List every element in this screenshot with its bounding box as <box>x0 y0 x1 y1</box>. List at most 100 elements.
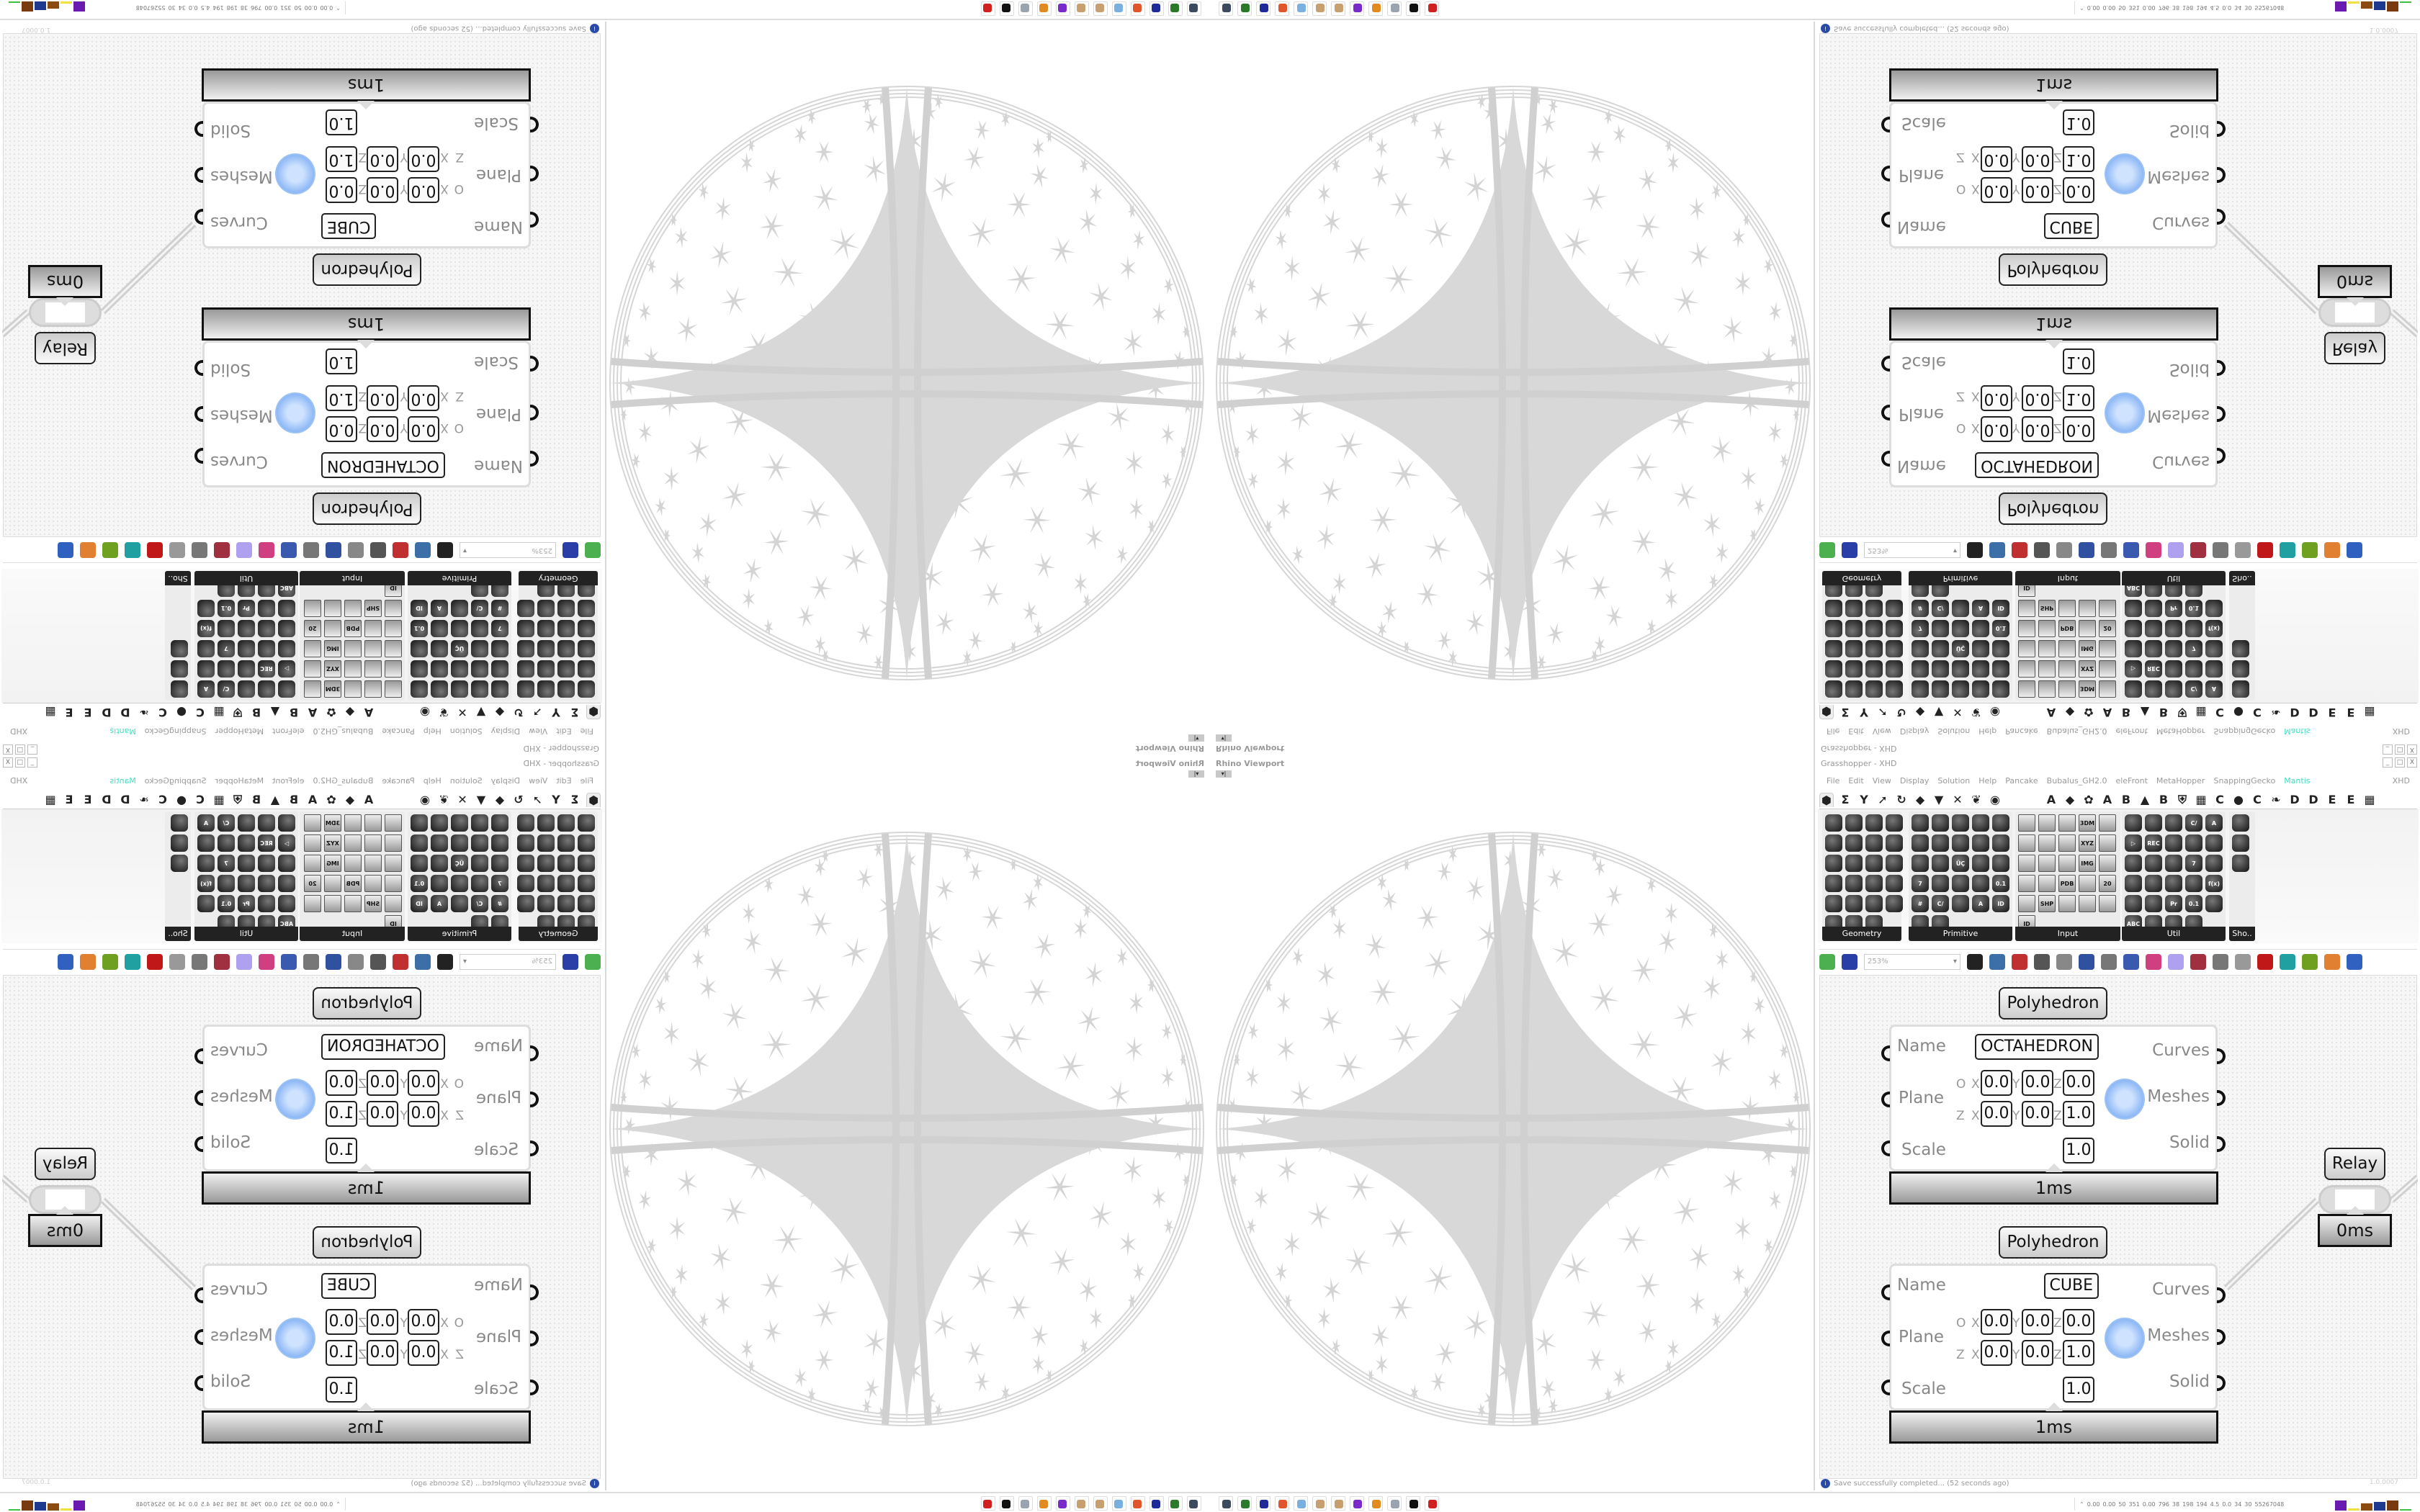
origin-x-value[interactable]: 0.0 <box>408 416 439 442</box>
component-icon[interactable] <box>411 660 428 678</box>
component-icon[interactable] <box>2058 640 2076 657</box>
tab-icon[interactable]: ❦ <box>1971 793 1981 806</box>
component-icon[interactable] <box>364 855 382 872</box>
component-icon[interactable] <box>431 875 448 892</box>
component-icon[interactable] <box>517 814 534 832</box>
tab-icon[interactable]: ⬢ <box>1819 705 1834 720</box>
zaxis-x-value[interactable]: 0.0 <box>408 385 439 411</box>
component-icon[interactable]: ID <box>411 600 428 617</box>
panel-title[interactable]: Sho.. <box>165 927 191 941</box>
component-icon[interactable]: f(x) <box>197 875 215 892</box>
rhino-viewport[interactable]: Rhino Viewport ▾| <box>1210 756 1815 1490</box>
component-icon[interactable]: ▷ <box>278 834 295 852</box>
component-icon[interactable] <box>2125 855 2142 872</box>
component-icon[interactable] <box>2099 680 2116 698</box>
scale-value[interactable]: 1.0 <box>326 1377 357 1403</box>
blender-icon[interactable] <box>1037 1496 1052 1511</box>
component-icon[interactable] <box>2205 834 2223 852</box>
component-icon[interactable] <box>324 620 341 637</box>
component-icon[interactable] <box>2038 875 2056 892</box>
component-icon[interactable] <box>2038 620 2056 637</box>
component-icon[interactable]: 0.1 <box>411 620 428 637</box>
component-icon[interactable] <box>1825 875 1842 892</box>
component-icon[interactable] <box>2079 600 2096 617</box>
calculator-icon[interactable] <box>1112 1496 1126 1511</box>
tab-icon[interactable]: B <box>289 706 299 719</box>
component-icon[interactable]: C/ <box>218 814 235 832</box>
component-icon[interactable]: IMG <box>2079 855 2096 872</box>
menu-metahopper[interactable]: MetaHopper <box>2156 776 2205 786</box>
component-icon[interactable]: Pr <box>238 600 255 617</box>
tab-icon[interactable]: ✕ <box>457 706 467 719</box>
component-icon[interactable]: 7 <box>491 620 508 637</box>
component-icon[interactable] <box>517 660 534 678</box>
open-icon[interactable] <box>1819 542 1835 559</box>
component-icon[interactable] <box>197 855 215 872</box>
component-icon[interactable] <box>2145 855 2162 872</box>
cluster-icon[interactable] <box>370 953 386 970</box>
component-icon[interactable] <box>431 640 448 657</box>
component-icon[interactable] <box>2125 600 2142 617</box>
component-icon[interactable] <box>1886 855 1903 872</box>
component-icon[interactable] <box>258 875 275 892</box>
green-shape-icon[interactable] <box>2302 953 2318 970</box>
gh-canvas[interactable]: Polyhedron Name Plane Scale Curves Meshe… <box>1819 33 2418 537</box>
rhino-viewport-icon[interactable] <box>1219 1 1233 16</box>
search-icon[interactable] <box>2123 953 2139 970</box>
tab-icon[interactable]: E <box>84 706 92 719</box>
component-icon[interactable] <box>2058 814 2076 832</box>
panel-title[interactable]: Util <box>2122 927 2226 941</box>
menu-help[interactable]: Help <box>423 726 442 736</box>
component-icon[interactable] <box>537 834 555 852</box>
close-button[interactable]: X <box>3 744 13 755</box>
package-icon[interactable] <box>2146 542 2161 559</box>
menu-file[interactable]: File <box>580 776 593 786</box>
close-button[interactable]: X <box>2407 744 2417 755</box>
component-icon[interactable] <box>2058 895 2076 912</box>
component-icon[interactable] <box>1865 814 1883 832</box>
component-icon[interactable] <box>364 680 382 698</box>
blender-icon[interactable] <box>1368 1 1383 16</box>
component-icon[interactable] <box>537 875 555 892</box>
component-icon[interactable] <box>2232 680 2249 698</box>
firefox-icon[interactable] <box>1131 1 1145 16</box>
component-icon[interactable] <box>2058 834 2076 852</box>
tab-icon[interactable]: ↻ <box>1896 793 1906 806</box>
tab-icon[interactable]: ⬢ <box>1819 792 1834 807</box>
menu-bubalusgh20[interactable]: Bubalus_GH2.0 <box>313 776 374 786</box>
component-icon[interactable] <box>1886 640 1903 657</box>
component-icon[interactable] <box>451 620 468 637</box>
component-icon[interactable] <box>537 814 555 832</box>
origin-x-value[interactable]: 0.0 <box>1981 1309 2012 1335</box>
sketch-icon[interactable] <box>2012 953 2027 970</box>
component-icon[interactable] <box>278 855 295 872</box>
origin-z-value[interactable]: 0.0 <box>326 1070 357 1096</box>
zaxis-y-value[interactable]: 0.0 <box>367 385 398 411</box>
component-icon[interactable] <box>2145 600 2162 617</box>
panel-title[interactable]: Geometry <box>519 571 598 585</box>
component-icon[interactable] <box>1932 814 1949 832</box>
terminal-icon[interactable] <box>1168 1 1183 16</box>
origin-y-value[interactable]: 0.0 <box>2022 416 2053 442</box>
tab-icon[interactable]: E <box>2347 793 2355 806</box>
tab-icon[interactable]: C <box>196 706 205 719</box>
component-icon[interactable]: 0.1 <box>2185 600 2202 617</box>
zoom-level-combo[interactable]: 253% <box>460 953 556 970</box>
tab-icon[interactable]: ● <box>2233 793 2244 806</box>
component-icon[interactable] <box>278 620 295 637</box>
component-icon[interactable]: C/ <box>1932 895 1949 912</box>
origin-z-value[interactable]: 0.0 <box>2063 416 2094 442</box>
menu-mantis[interactable]: Mantis <box>2284 726 2311 736</box>
component-icon[interactable] <box>1825 680 1842 698</box>
zaxis-x-value[interactable]: 0.0 <box>1981 1340 2012 1366</box>
component-icon[interactable] <box>278 680 295 698</box>
component-icon[interactable] <box>1972 640 1989 657</box>
component-icon[interactable]: ÜÇ <box>451 855 468 872</box>
preview-icon[interactable] <box>415 542 431 559</box>
component-icon[interactable] <box>2125 814 2142 832</box>
tab-icon[interactable]: ✕ <box>1953 706 1963 719</box>
component-icon[interactable] <box>324 600 341 617</box>
component-icon[interactable] <box>385 855 402 872</box>
inkscape-icon[interactable] <box>1000 1 1014 16</box>
component-icon[interactable] <box>1952 620 1969 637</box>
